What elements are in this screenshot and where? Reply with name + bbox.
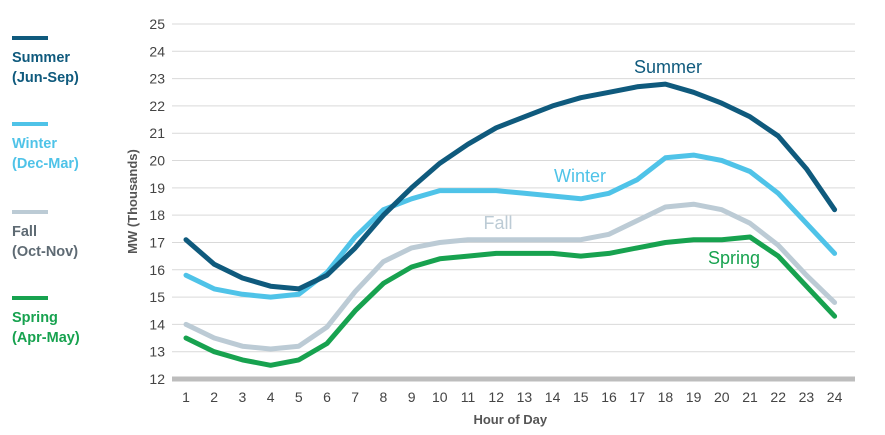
x-tick-label: 17 [629, 389, 645, 405]
x-tick-label: 3 [239, 389, 247, 405]
y-tick-label: 13 [149, 344, 165, 360]
x-tick-label: 4 [267, 389, 275, 405]
x-tick-label: 5 [295, 389, 303, 405]
series-line-summer [183, 81, 838, 292]
series-lines [183, 81, 838, 368]
x-tick-label: 12 [488, 389, 504, 405]
legend-swatch-fall [12, 210, 48, 214]
x-tick-label: 18 [658, 389, 674, 405]
y-tick-label: 14 [149, 316, 165, 332]
x-tick-label: 24 [827, 389, 843, 405]
x-tick-label: 13 [517, 389, 533, 405]
x-tick-label: 11 [461, 389, 476, 405]
y-tick-label: 18 [149, 207, 165, 223]
x-tick-label: 15 [573, 389, 589, 405]
y-tick-label: 20 [149, 153, 165, 169]
x-tick-label: 9 [408, 389, 416, 405]
y-axis-label: MW (Thousands) [125, 149, 140, 254]
legend-label-spring: Spring [12, 310, 58, 326]
x-tick-label: 10 [432, 389, 448, 405]
y-tick-label: 24 [149, 43, 165, 59]
y-tick-label: 19 [149, 180, 165, 196]
y-tick-label: 23 [149, 71, 165, 87]
legend-label-winter: Winter [12, 136, 57, 152]
x-axis-ticks: 1 2 3 4 5 6 7 8 9 10 11 12 13 14 15 16 17 18 19 20 21 22 23 24 [182, 389, 842, 405]
series-label-spring: Spring [708, 248, 760, 268]
x-tick-label: 19 [686, 389, 702, 405]
legend-range-spring: (Apr-May) [12, 330, 80, 346]
legend-swatch-summer [12, 36, 48, 40]
series-label-winter: Winter [554, 166, 606, 186]
legend-winter: Winter (Dec-Mar) [12, 122, 122, 174]
legend-range-winter: (Dec-Mar) [12, 156, 79, 172]
series-line-fall [183, 201, 838, 352]
legend-spring: Spring (Apr-May) [12, 296, 122, 348]
y-tick-label: 17 [149, 234, 165, 250]
legend-range-summer: (Jun-Sep) [12, 70, 79, 86]
x-tick-label: 23 [799, 389, 815, 405]
legend-label-fall: Fall [12, 224, 37, 240]
x-tick-label: 6 [323, 389, 331, 405]
series-labels: Summer Winter Fall Spring [483, 57, 760, 268]
x-tick-label: 1 [182, 389, 190, 405]
y-tick-label: 25 [149, 16, 165, 32]
legend-swatch-spring [12, 296, 48, 300]
legend-swatch-winter [12, 122, 48, 126]
y-tick-label: 22 [149, 98, 165, 114]
y-tick-label: 21 [149, 125, 165, 141]
x-tick-label: 7 [351, 389, 359, 405]
x-tick-label: 16 [601, 389, 617, 405]
x-tick-label: 8 [380, 389, 388, 405]
legend-fall: Fall (Oct-Nov) [12, 210, 122, 262]
series-label-fall: Fall [483, 213, 512, 233]
y-tick-label: 12 [149, 371, 165, 387]
y-tick-label: 16 [149, 262, 165, 278]
x-tick-label: 20 [714, 389, 730, 405]
legend-label-summer: Summer [12, 50, 71, 66]
series-line-winter [183, 152, 838, 300]
gridlines [172, 23, 855, 382]
y-axis-ticks: 12 13 14 15 16 17 18 19 20 21 22 23 24 25 [149, 16, 165, 387]
x-tick-label: 21 [742, 389, 758, 405]
x-axis-label: Hour of Day [473, 412, 547, 427]
legend-range-fall: (Oct-Nov) [12, 244, 79, 260]
legend-summer: Summer (Jun-Sep) [12, 36, 122, 88]
y-tick-label: 15 [149, 289, 165, 305]
x-tick-label: 14 [545, 389, 561, 405]
series-line-spring [183, 234, 838, 368]
series-label-summer: Summer [634, 57, 702, 77]
x-tick-label: 2 [210, 389, 218, 405]
x-tick-label: 22 [770, 389, 786, 405]
